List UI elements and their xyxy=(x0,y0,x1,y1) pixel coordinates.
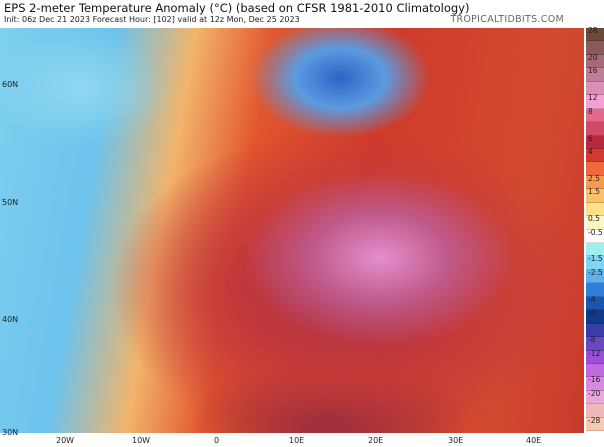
colorbar-label: -28 xyxy=(588,415,601,425)
colorbar-label: 20 xyxy=(588,52,598,62)
lon-label: 0 xyxy=(214,436,220,445)
colorbar-label: -2.5 xyxy=(588,267,603,277)
chart-title: EPS 2-meter Temperature Anomaly (°C) (ba… xyxy=(4,1,470,15)
lon-label: 30E xyxy=(448,436,464,445)
colorbar-swatch: 12 xyxy=(586,93,604,109)
lon-label: 40E xyxy=(526,436,542,445)
colorbar-label: 8 xyxy=(588,106,593,116)
lon-label: 10E xyxy=(289,436,305,445)
colorbar-swatch xyxy=(586,404,604,418)
colorbar-swatch: -12 xyxy=(586,348,604,364)
colorbar-label: 2.5 xyxy=(588,173,600,183)
chart-subtitle: Init: 06z Dec 21 2023 Forecast Hour: [10… xyxy=(4,15,300,24)
colorbar-swatch: 0.5 xyxy=(586,214,604,230)
colorbar-swatch xyxy=(586,202,604,217)
lon-label: 20W xyxy=(56,436,75,445)
colorbar-swatch xyxy=(586,122,604,136)
colorbar-label: -16 xyxy=(588,375,601,385)
colorbar-label: -12 xyxy=(588,348,601,358)
colorbar-swatch: -0.5 xyxy=(586,227,604,243)
colorbar-label: -0.5 xyxy=(588,227,603,237)
colorbar-swatch: 4 xyxy=(586,146,604,163)
colorbar-swatch: -1.5 xyxy=(586,254,604,270)
colorbar-swatch xyxy=(586,283,604,297)
colorbar-label: 1.5 xyxy=(588,187,600,197)
colorbar-swatch: 6 xyxy=(586,133,604,149)
colorbar-label: 4 xyxy=(588,146,593,156)
colorbar-swatch: 2.5 xyxy=(586,173,604,190)
colorbar-label: 28 xyxy=(588,26,598,35)
colorbar-swatch: 16 xyxy=(586,66,604,82)
colorbar-swatch: -20 xyxy=(586,388,604,405)
colorbar-swatch: -4 xyxy=(586,294,604,311)
colorbar-label: 6 xyxy=(588,133,593,143)
brand-watermark: TROPICALTIDBITS.COM xyxy=(450,14,564,25)
colorbar-swatch: -6 xyxy=(586,308,604,324)
lat-label: 40N xyxy=(2,315,19,324)
lat-label: 50N xyxy=(2,198,19,207)
colorbar-label: -4 xyxy=(588,294,596,304)
lon-label: 20E xyxy=(368,436,384,445)
colorbar-swatch xyxy=(586,162,604,176)
colorbar-label: -20 xyxy=(588,388,601,398)
colorbar-swatch: 28 xyxy=(586,26,604,42)
colorbar-swatch: -8 xyxy=(586,335,604,351)
colorbar-swatch: -2.5 xyxy=(586,267,604,284)
colorbar-swatch: 1.5 xyxy=(586,187,604,203)
lat-label: 60N xyxy=(2,80,19,89)
lat-label: 30N xyxy=(2,428,19,437)
colorbar-label: -6 xyxy=(588,308,596,318)
colorbar-swatch: 8 xyxy=(586,106,604,123)
temperature-anomaly-map xyxy=(0,28,584,433)
colorbar-swatch: -16 xyxy=(586,375,604,391)
colorbar-label: 12 xyxy=(588,93,598,103)
colorbar-swatch xyxy=(586,323,604,338)
colorbar-swatch xyxy=(586,243,604,257)
colorbar-swatch: 20 xyxy=(586,52,604,69)
colorbar-swatch xyxy=(586,41,604,55)
colorbar-label: -8 xyxy=(588,335,596,345)
colorbar-swatch: -28 xyxy=(586,415,604,432)
colorbar-label: 16 xyxy=(588,66,598,76)
colorbar-swatch xyxy=(586,363,604,378)
colorbar-legend: 28 20 16 12 8 6 4 2.5 1.5 0.5 -0.5 -1.5 -2.5 -4 -6 -8 -1… xyxy=(586,26,604,432)
colorbar-swatch xyxy=(586,81,604,96)
lon-label: 10W xyxy=(132,436,151,445)
colorbar-label: 0.5 xyxy=(588,214,600,224)
colorbar-label: -1.5 xyxy=(588,254,603,264)
